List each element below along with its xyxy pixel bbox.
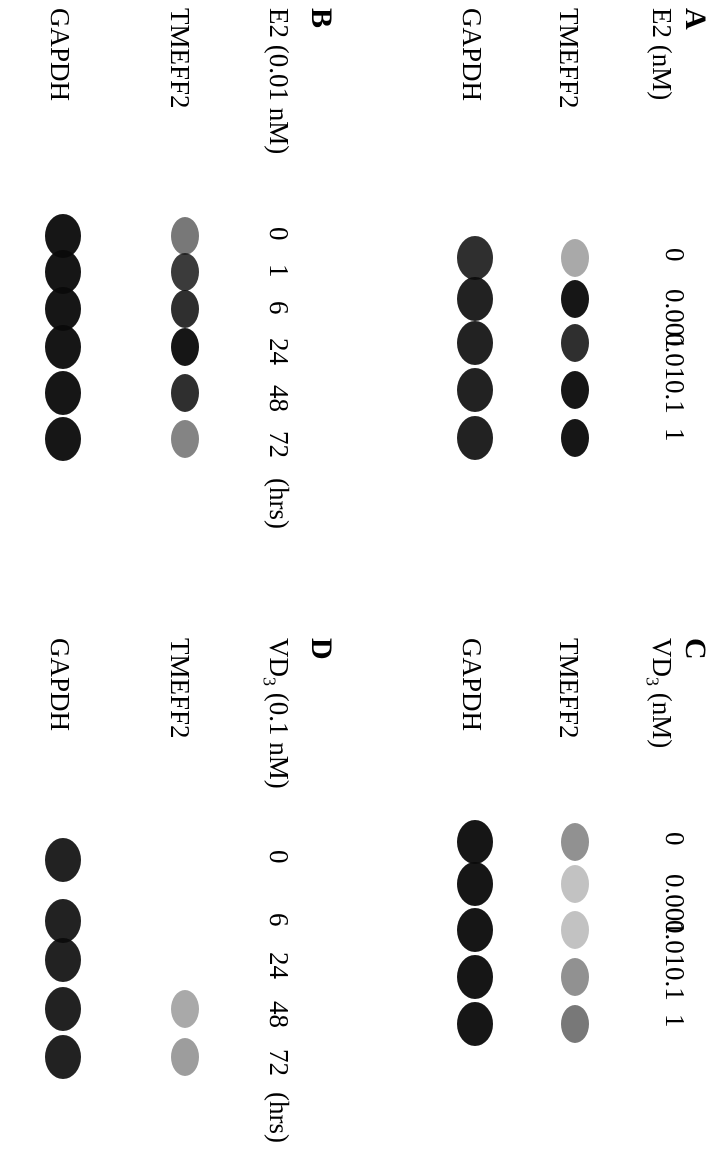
blot-band-a-gapdh	[457, 277, 493, 321]
blot-band-a-gapdh	[457, 368, 493, 412]
blot-band-a-tmeff2	[561, 371, 589, 409]
blot-band-b-tmeff2	[171, 374, 199, 412]
blot-band-d-tmeff2	[171, 1038, 199, 1076]
blot-band-b-gapdh	[45, 214, 81, 258]
blot-band-c-tmeff2	[561, 911, 589, 949]
blot-band-d-gapdh	[45, 987, 81, 1031]
blot-band-c-gapdh	[457, 955, 493, 999]
blot-band-b-tmeff2	[171, 290, 199, 328]
blot-band-d-gapdh	[45, 899, 81, 943]
blot-band-c-tmeff2	[561, 1005, 589, 1043]
blot-band-b-gapdh	[45, 287, 81, 331]
blot-band-a-gapdh	[457, 321, 493, 365]
blot-band-b-tmeff2	[171, 328, 199, 366]
blot-band-c-tmeff2	[561, 823, 589, 861]
blot-band-a-tmeff2	[561, 419, 589, 457]
blot-band-c-gapdh	[457, 862, 493, 906]
blot-band-c-gapdh	[457, 908, 493, 952]
blot-band-a-tmeff2	[561, 324, 589, 362]
blot-band-a-gapdh	[457, 416, 493, 460]
blot-band-c-gapdh	[457, 820, 493, 864]
blot-band-d-gapdh	[45, 938, 81, 982]
blot-band-c-tmeff2	[561, 958, 589, 996]
blot-band-b-gapdh	[45, 371, 81, 415]
blot-band-a-gapdh	[457, 236, 493, 280]
blot-band-a-tmeff2	[561, 280, 589, 318]
blot-band-b-gapdh	[45, 325, 81, 369]
blot-band-c-tmeff2	[561, 865, 589, 903]
blot-band-a-tmeff2	[561, 239, 589, 277]
blot-band-b-gapdh	[45, 417, 81, 461]
blot-band-d-gapdh	[45, 838, 81, 882]
blot-band-d-tmeff2	[171, 990, 199, 1028]
blot-band-b-tmeff2	[171, 420, 199, 458]
blot-band-d-gapdh	[45, 1035, 81, 1079]
blot-band-b-gapdh	[45, 250, 81, 294]
blot-band-b-tmeff2	[171, 253, 199, 291]
blot-band-c-gapdh	[457, 1002, 493, 1046]
blot-band-b-tmeff2	[171, 217, 199, 255]
